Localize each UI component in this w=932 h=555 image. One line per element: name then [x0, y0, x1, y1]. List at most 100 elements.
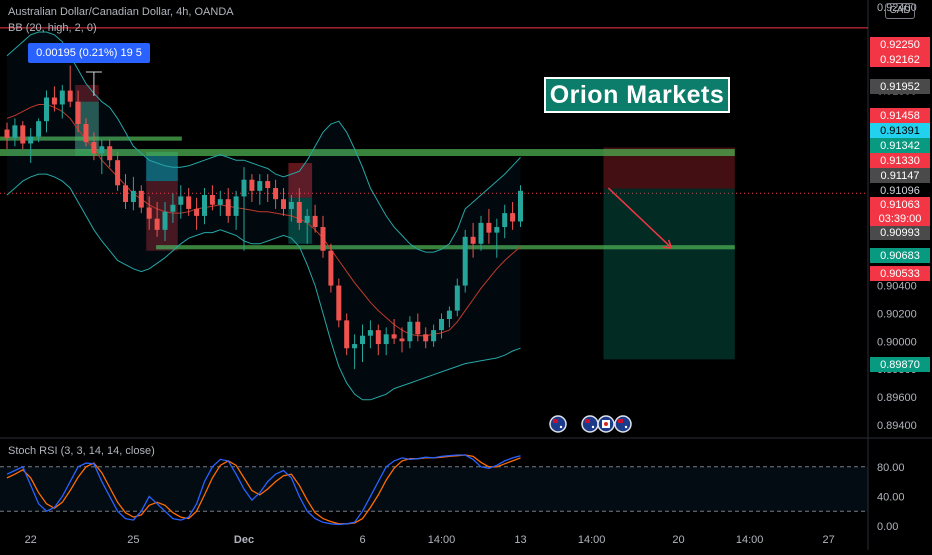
price-badge-bg — [870, 248, 930, 263]
price-badge: 0.90683 — [880, 250, 920, 262]
price-badge-bg — [870, 266, 930, 281]
candle-body — [462, 236, 468, 286]
price-badge-bg — [870, 108, 930, 123]
price-badge-bg — [870, 138, 930, 153]
time-tick-label: 22 — [25, 534, 37, 546]
event-flag-au[interactable] — [549, 415, 567, 433]
candle-body — [154, 218, 160, 230]
candle-body — [209, 195, 215, 205]
candle-body — [178, 196, 184, 205]
candle-body — [170, 204, 176, 212]
candle-body — [202, 195, 207, 216]
candle-body — [241, 179, 247, 197]
event-flag-au[interactable] — [581, 415, 599, 433]
candle-body — [478, 222, 484, 244]
price-tick-label: 0.89400 — [877, 420, 917, 432]
star-icon — [559, 425, 563, 429]
candle-body — [12, 125, 18, 138]
price-badge: 0.90993 — [880, 227, 920, 239]
maple-leaf-icon — [604, 422, 608, 426]
candle-body — [486, 222, 492, 233]
candle-body — [67, 90, 73, 102]
candle-body — [233, 196, 239, 216]
price-badge-bg — [870, 357, 930, 372]
candle-body — [123, 185, 128, 202]
countdown-label: 03:39:00 — [879, 213, 922, 225]
price-tick-label: 0.90000 — [877, 336, 917, 348]
price-badge-bg — [870, 225, 930, 240]
candle-body — [36, 121, 42, 137]
candle-body — [518, 190, 523, 222]
candle-body — [383, 334, 389, 345]
candle-body — [470, 236, 476, 244]
candle-body — [281, 199, 286, 209]
candle-body — [296, 201, 302, 223]
stoch-k-line — [6, 454, 521, 526]
star-icon — [591, 425, 595, 429]
time-tick-label: 27 — [822, 534, 834, 546]
candle-body — [83, 123, 89, 143]
time-tick-label: 25 — [127, 534, 139, 546]
price-badge-bg — [870, 52, 930, 67]
indicator-label[interactable]: BB (20, high, 2, 0) — [8, 22, 97, 34]
current-price-badge-bg — [870, 197, 930, 226]
rsi-tick-label: 80.00 — [877, 462, 905, 474]
candle-body — [375, 330, 381, 345]
price-badge-bg — [870, 37, 930, 52]
rsi-tick-label: 0.00 — [877, 521, 898, 533]
candle-body — [502, 213, 508, 228]
candle-body — [75, 101, 81, 124]
candle-body — [107, 146, 113, 161]
candle-body — [99, 146, 105, 154]
trade-box — [146, 151, 178, 182]
currency-badge[interactable]: CAD — [885, 3, 915, 19]
candle-body — [265, 181, 271, 189]
price-badge: 0.91147 — [881, 170, 920, 182]
candle-body — [249, 179, 255, 191]
candle-body — [162, 211, 168, 230]
bollinger-fill — [7, 32, 521, 400]
candle-body — [288, 201, 294, 209]
candle-body — [399, 338, 405, 342]
current-price-label: 0.91063 — [880, 199, 920, 211]
candle-body — [217, 199, 223, 205]
price-tick-label: 0.90400 — [877, 281, 917, 293]
candle-body — [328, 250, 334, 286]
time-tick-label: 20 — [672, 534, 684, 546]
rsi-indicator-label[interactable]: Stoch RSI (3, 3, 14, 14, close) — [8, 445, 155, 457]
candle-body — [115, 160, 121, 186]
candle-body — [431, 330, 437, 342]
price-badge: 0.92162 — [880, 54, 920, 66]
trend-arrow — [607, 187, 673, 249]
candle-body — [439, 318, 444, 331]
brand-label: Orion Markets — [544, 77, 730, 113]
price-badge: 0.91096 — [880, 185, 920, 197]
price-badge-bg — [870, 123, 930, 138]
star-icon — [624, 425, 628, 429]
price-badge: 0.91391 — [880, 125, 920, 137]
candle-body — [423, 334, 429, 342]
bollinger-lower — [6, 173, 521, 401]
candle-body — [4, 129, 10, 138]
candle-body — [320, 227, 326, 251]
candle-body — [186, 196, 192, 209]
candle-body — [273, 188, 279, 200]
price-badge-bg — [870, 153, 930, 168]
candle-body — [312, 215, 318, 228]
price-badge-bg — [870, 168, 930, 183]
event-flag-au[interactable] — [614, 415, 632, 433]
measure-tooltip: 0.00195 (0.21%) 19 5 — [28, 43, 150, 63]
candle-body — [20, 125, 26, 144]
sr-zone-1 — [0, 149, 735, 157]
position-target-zone — [603, 188, 735, 360]
price-badge: 0.91458 — [880, 110, 920, 122]
candle-body — [138, 190, 144, 208]
sr-zone-0 — [0, 136, 182, 141]
bollinger-upper — [6, 31, 521, 253]
candle-body — [344, 320, 350, 349]
symbol-title: Australian Dollar/Canadian Dollar, 4h, O… — [8, 6, 234, 18]
candle-body — [391, 334, 397, 339]
candle-body — [257, 181, 263, 191]
